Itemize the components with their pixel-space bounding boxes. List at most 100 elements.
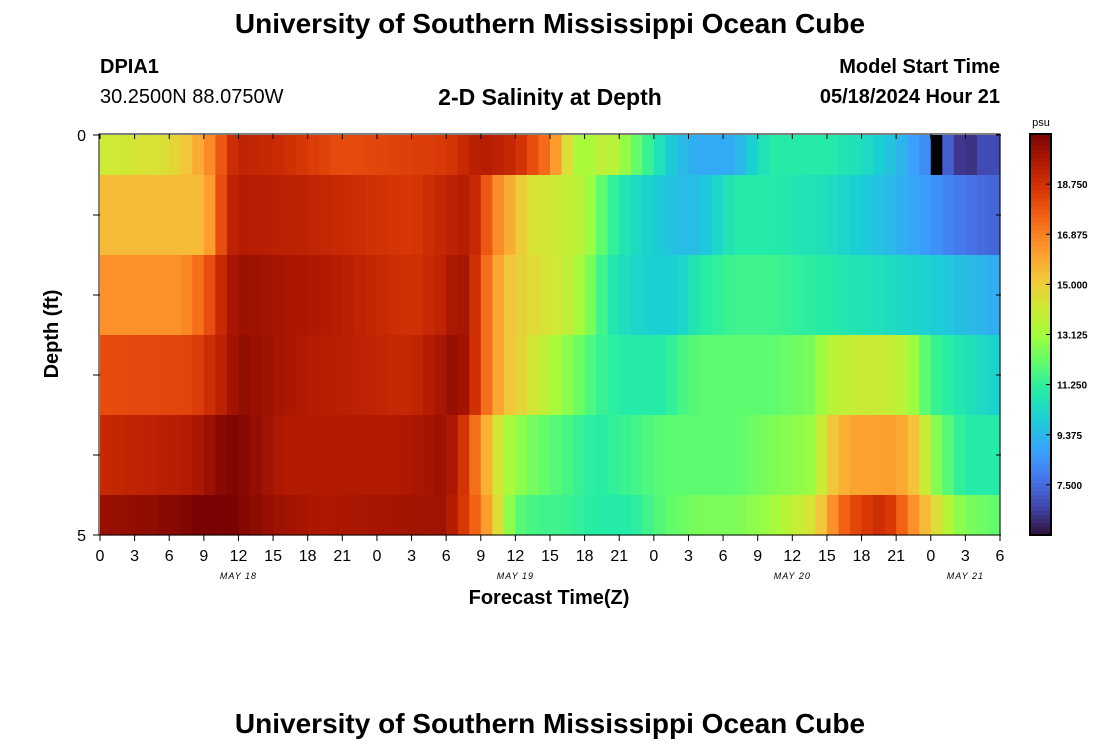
heatmap-cell	[457, 175, 470, 256]
heatmap-cell	[538, 335, 551, 416]
x-tick-label: 15	[541, 548, 559, 565]
heatmap-cell	[573, 175, 586, 256]
heatmap-cell	[746, 495, 759, 536]
heatmap-cell	[423, 175, 436, 256]
heatmap-cell	[538, 255, 551, 336]
heatmap-cell	[261, 495, 274, 536]
heatmap-cell	[653, 135, 666, 176]
colorbar-segment	[1030, 178, 1051, 183]
heatmap-cell	[376, 415, 390, 496]
heatmap-cell	[273, 135, 286, 176]
heatmap-cell	[630, 335, 643, 416]
heatmap-cell	[850, 495, 863, 536]
heatmap-cell	[146, 135, 159, 176]
heatmap-cell	[157, 175, 170, 256]
heatmap-cell	[792, 335, 805, 416]
heatmap-cell	[261, 175, 274, 256]
colorbar-segment	[1030, 214, 1051, 219]
heatmap-cell	[884, 335, 897, 416]
heatmap-cell	[953, 175, 966, 256]
heatmap-cell	[480, 415, 493, 496]
heatmap-cell	[226, 335, 240, 416]
heatmap-cell	[838, 495, 851, 536]
heatmap-cell	[434, 415, 447, 496]
heatmap-cell	[515, 415, 528, 496]
heatmap-cell	[169, 255, 182, 336]
x-tick-label: 9	[199, 548, 208, 565]
x-tick-label: 12	[783, 548, 801, 565]
heatmap-cell	[976, 175, 990, 256]
heatmap-cell	[988, 175, 1001, 256]
heatmap-cell	[642, 495, 655, 536]
heatmap-cell	[642, 415, 655, 496]
heatmap-cell	[780, 135, 793, 176]
x-tick-label: 6	[442, 548, 451, 565]
colorbar-segment	[1030, 470, 1051, 476]
colorbar-segment	[1030, 294, 1051, 300]
heatmap-cell	[388, 495, 401, 536]
heatmap-cell	[192, 495, 205, 536]
colorbar-units: psu	[1032, 117, 1050, 129]
colorbar-segment	[1030, 162, 1051, 167]
heatmap-cell	[353, 415, 366, 496]
colorbar-segment	[1030, 330, 1051, 336]
heatmap-cell	[400, 255, 413, 336]
heatmap-cell	[688, 495, 701, 536]
colorbar-segment	[1030, 182, 1051, 187]
colorbar-segment	[1030, 322, 1051, 328]
heatmap-cell	[169, 135, 182, 176]
heatmap-cell	[734, 495, 747, 536]
heatmap-cell	[711, 175, 724, 256]
model-start-label: Model Start Time	[839, 56, 1000, 78]
heatmap-cell	[780, 175, 793, 256]
heatmap-cell	[757, 415, 770, 496]
heatmap-cell	[238, 335, 251, 416]
heatmap-cell	[907, 255, 920, 336]
x-tick-label: 0	[96, 548, 105, 565]
heatmap-cell	[353, 135, 366, 176]
colorbar-tick-label: 16.875	[1057, 230, 1088, 241]
heatmap-cell	[838, 335, 851, 416]
heatmap-cell	[180, 135, 193, 176]
heatmap-cell	[757, 335, 770, 416]
heatmap-cell	[250, 415, 263, 496]
heatmap-cell	[596, 415, 609, 496]
y-tick-label: 0	[77, 128, 86, 145]
colorbar-segment	[1030, 270, 1051, 275]
colorbar-segment	[1030, 266, 1051, 271]
colorbar-segment	[1030, 338, 1051, 344]
heatmap-cell	[815, 255, 828, 336]
colorbar-segment	[1030, 250, 1051, 255]
heatmap-cell	[226, 495, 240, 536]
heatmap-cell	[503, 335, 516, 416]
heatmap-cell	[296, 175, 309, 256]
heatmap-cell	[515, 495, 528, 536]
colorbar-segment	[1030, 170, 1051, 175]
heatmap-cell	[411, 135, 424, 176]
heatmap-cell	[676, 335, 690, 416]
heatmap-cell	[365, 175, 378, 256]
x-tick-label: 18	[299, 548, 317, 565]
heatmap-cell	[480, 135, 493, 176]
heatmap-cell	[423, 135, 436, 176]
heatmap-cell	[861, 415, 874, 496]
heatmap-cell	[330, 495, 343, 536]
heatmap-cell	[330, 415, 343, 496]
colorbar-segment	[1030, 394, 1051, 400]
colorbar-segment	[1030, 486, 1051, 492]
heatmap-cell	[907, 415, 920, 496]
heatmap-cell	[734, 255, 747, 336]
heatmap-cell	[192, 135, 205, 176]
heatmap-cell	[250, 255, 263, 336]
heatmap-cell	[400, 335, 413, 416]
heatmap-cell	[907, 335, 920, 416]
heatmap-cell	[769, 495, 782, 536]
heatmap-cell	[769, 135, 782, 176]
heatmap-cell	[423, 415, 436, 496]
heatmap-cell	[411, 495, 424, 536]
heatmap-cell	[134, 415, 147, 496]
heatmap-cell	[503, 495, 516, 536]
heatmap-cell	[330, 255, 343, 336]
heatmap-cell	[457, 135, 470, 176]
heatmap-cell	[203, 495, 216, 536]
